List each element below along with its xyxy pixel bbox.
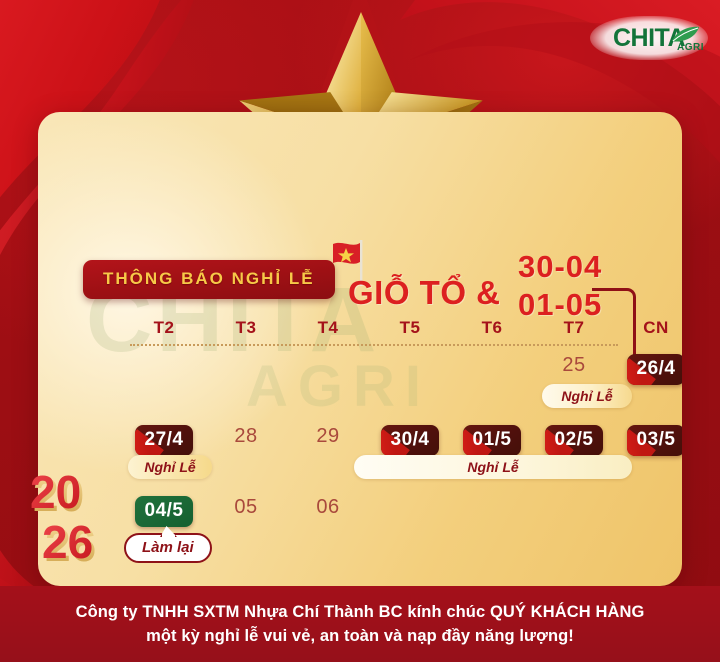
calendar-cell: 06 bbox=[294, 493, 362, 564]
calendar-cell bbox=[458, 493, 526, 564]
calendar-week-row: 25 26/4 Nghỉ Lễ bbox=[130, 351, 682, 422]
calendar-cell bbox=[376, 493, 444, 564]
holiday-pill-long: Nghỉ Lễ bbox=[354, 455, 632, 479]
calendar-cell: 05 bbox=[212, 493, 280, 564]
day-03-5-holiday: 03/5 bbox=[627, 425, 682, 456]
svg-text:26: 26 bbox=[42, 516, 93, 568]
calendar-cell bbox=[458, 351, 526, 422]
weekday-t2: T2 bbox=[153, 318, 175, 337]
calendar-cell: 29 bbox=[294, 422, 362, 493]
chita-logo: CHITA AGRI bbox=[590, 16, 708, 60]
calendar-week-row: 04/5 Làm lại 05 06 bbox=[124, 493, 682, 564]
day-05: 05 bbox=[234, 496, 258, 518]
vietnam-flag-icon bbox=[333, 240, 363, 286]
weekday-t3: T3 bbox=[235, 318, 257, 337]
holiday-pill-sunday: Nghỉ Lễ bbox=[542, 384, 632, 408]
weekday-t7: T7 bbox=[563, 318, 585, 337]
leaf-icon bbox=[672, 26, 699, 42]
calendar-cell: 26/4 bbox=[622, 351, 682, 422]
day-25: 25 bbox=[562, 354, 586, 376]
holiday-pill-monday: Nghỉ Lễ bbox=[128, 455, 212, 479]
day-01-5-holiday: 01/5 bbox=[463, 425, 521, 456]
weekday-t5: T5 bbox=[399, 318, 421, 337]
notice-badge: THÔNG BÁO NGHỈ LỄ bbox=[83, 260, 335, 299]
calendar-divider bbox=[130, 344, 618, 346]
weekday-header-row: T2 T3 T4 T5 T6 T7 CN bbox=[130, 318, 682, 344]
calendar-cell bbox=[294, 351, 362, 422]
holiday-date-line1: 30-04 bbox=[518, 249, 603, 284]
announcement-card: CHITA AGRI THÔNG BÁO NGHỈ LỄ GIỖ TỔ & 30… bbox=[38, 112, 682, 586]
logo-text: CHITA bbox=[612, 23, 686, 52]
calendar-cell: 30/4 bbox=[376, 422, 444, 493]
calendar-cell bbox=[212, 351, 280, 422]
footer-line-2: một kỳ nghỉ lễ vui vẻ, an toàn và nạp đầ… bbox=[146, 626, 574, 645]
day-04-5-return: 04/5 bbox=[135, 496, 193, 527]
holiday-date-line2: 01-05 bbox=[518, 286, 603, 322]
logo-subtext: AGRI bbox=[677, 42, 704, 53]
calendar-week-row: 27/4 28 29 30/4 01/5 bbox=[128, 422, 682, 493]
day-29: 29 bbox=[316, 425, 340, 447]
calendar-cell bbox=[622, 493, 682, 564]
svg-text:20: 20 bbox=[30, 466, 81, 518]
holiday-dates: 30-04 01-05 bbox=[518, 248, 602, 324]
return-to-work-bubble: Làm lại bbox=[124, 533, 212, 563]
headline-title: GIỖ TỔ & bbox=[348, 274, 501, 311]
calendar-cell bbox=[130, 351, 198, 422]
notice-badge-label: THÔNG BÁO NGHỈ LỄ bbox=[103, 269, 315, 288]
calendar-cell: 27/4 bbox=[130, 422, 198, 493]
calendar-cell bbox=[540, 493, 608, 564]
weekday-t6: T6 bbox=[481, 318, 503, 337]
calendar-cell: 28 bbox=[212, 422, 280, 493]
calendar-cell: 25 bbox=[540, 351, 608, 422]
footer-message: Công ty TNHH SXTM Nhựa Chí Thành BC kính… bbox=[0, 586, 720, 662]
watermark-line2: AGRI bbox=[246, 353, 431, 419]
footer-line-1: Công ty TNHH SXTM Nhựa Chí Thành BC kính… bbox=[75, 602, 645, 621]
calendar-cell: 01/5 bbox=[458, 422, 526, 493]
calendar-cell: 03/5 bbox=[622, 422, 682, 493]
day-28: 28 bbox=[234, 425, 258, 447]
corner-bracket-decoration bbox=[592, 288, 636, 384]
day-06: 06 bbox=[316, 496, 340, 518]
weekday-t4: T4 bbox=[317, 318, 339, 337]
calendar-cell: 04/5 Làm lại bbox=[124, 493, 212, 564]
weekday-cn: CN bbox=[643, 318, 669, 337]
year-2026-decoration: 20 20 26 26 bbox=[30, 466, 96, 571]
calendar-cell bbox=[376, 351, 444, 422]
card-header: THÔNG BÁO NGHỈ LỄ GIỖ TỔ & 30-04 01-05 bbox=[38, 240, 682, 322]
calendar-cell: 02/5 bbox=[540, 422, 608, 493]
day-02-5-holiday: 02/5 bbox=[545, 425, 603, 456]
day-30-4-holiday: 30/4 bbox=[381, 425, 439, 456]
day-26-4-holiday: 26/4 bbox=[627, 354, 682, 385]
day-27-4-holiday: 27/4 bbox=[135, 425, 193, 456]
holiday-calendar: T2 T3 T4 T5 T6 T7 CN 25 bbox=[38, 318, 682, 564]
